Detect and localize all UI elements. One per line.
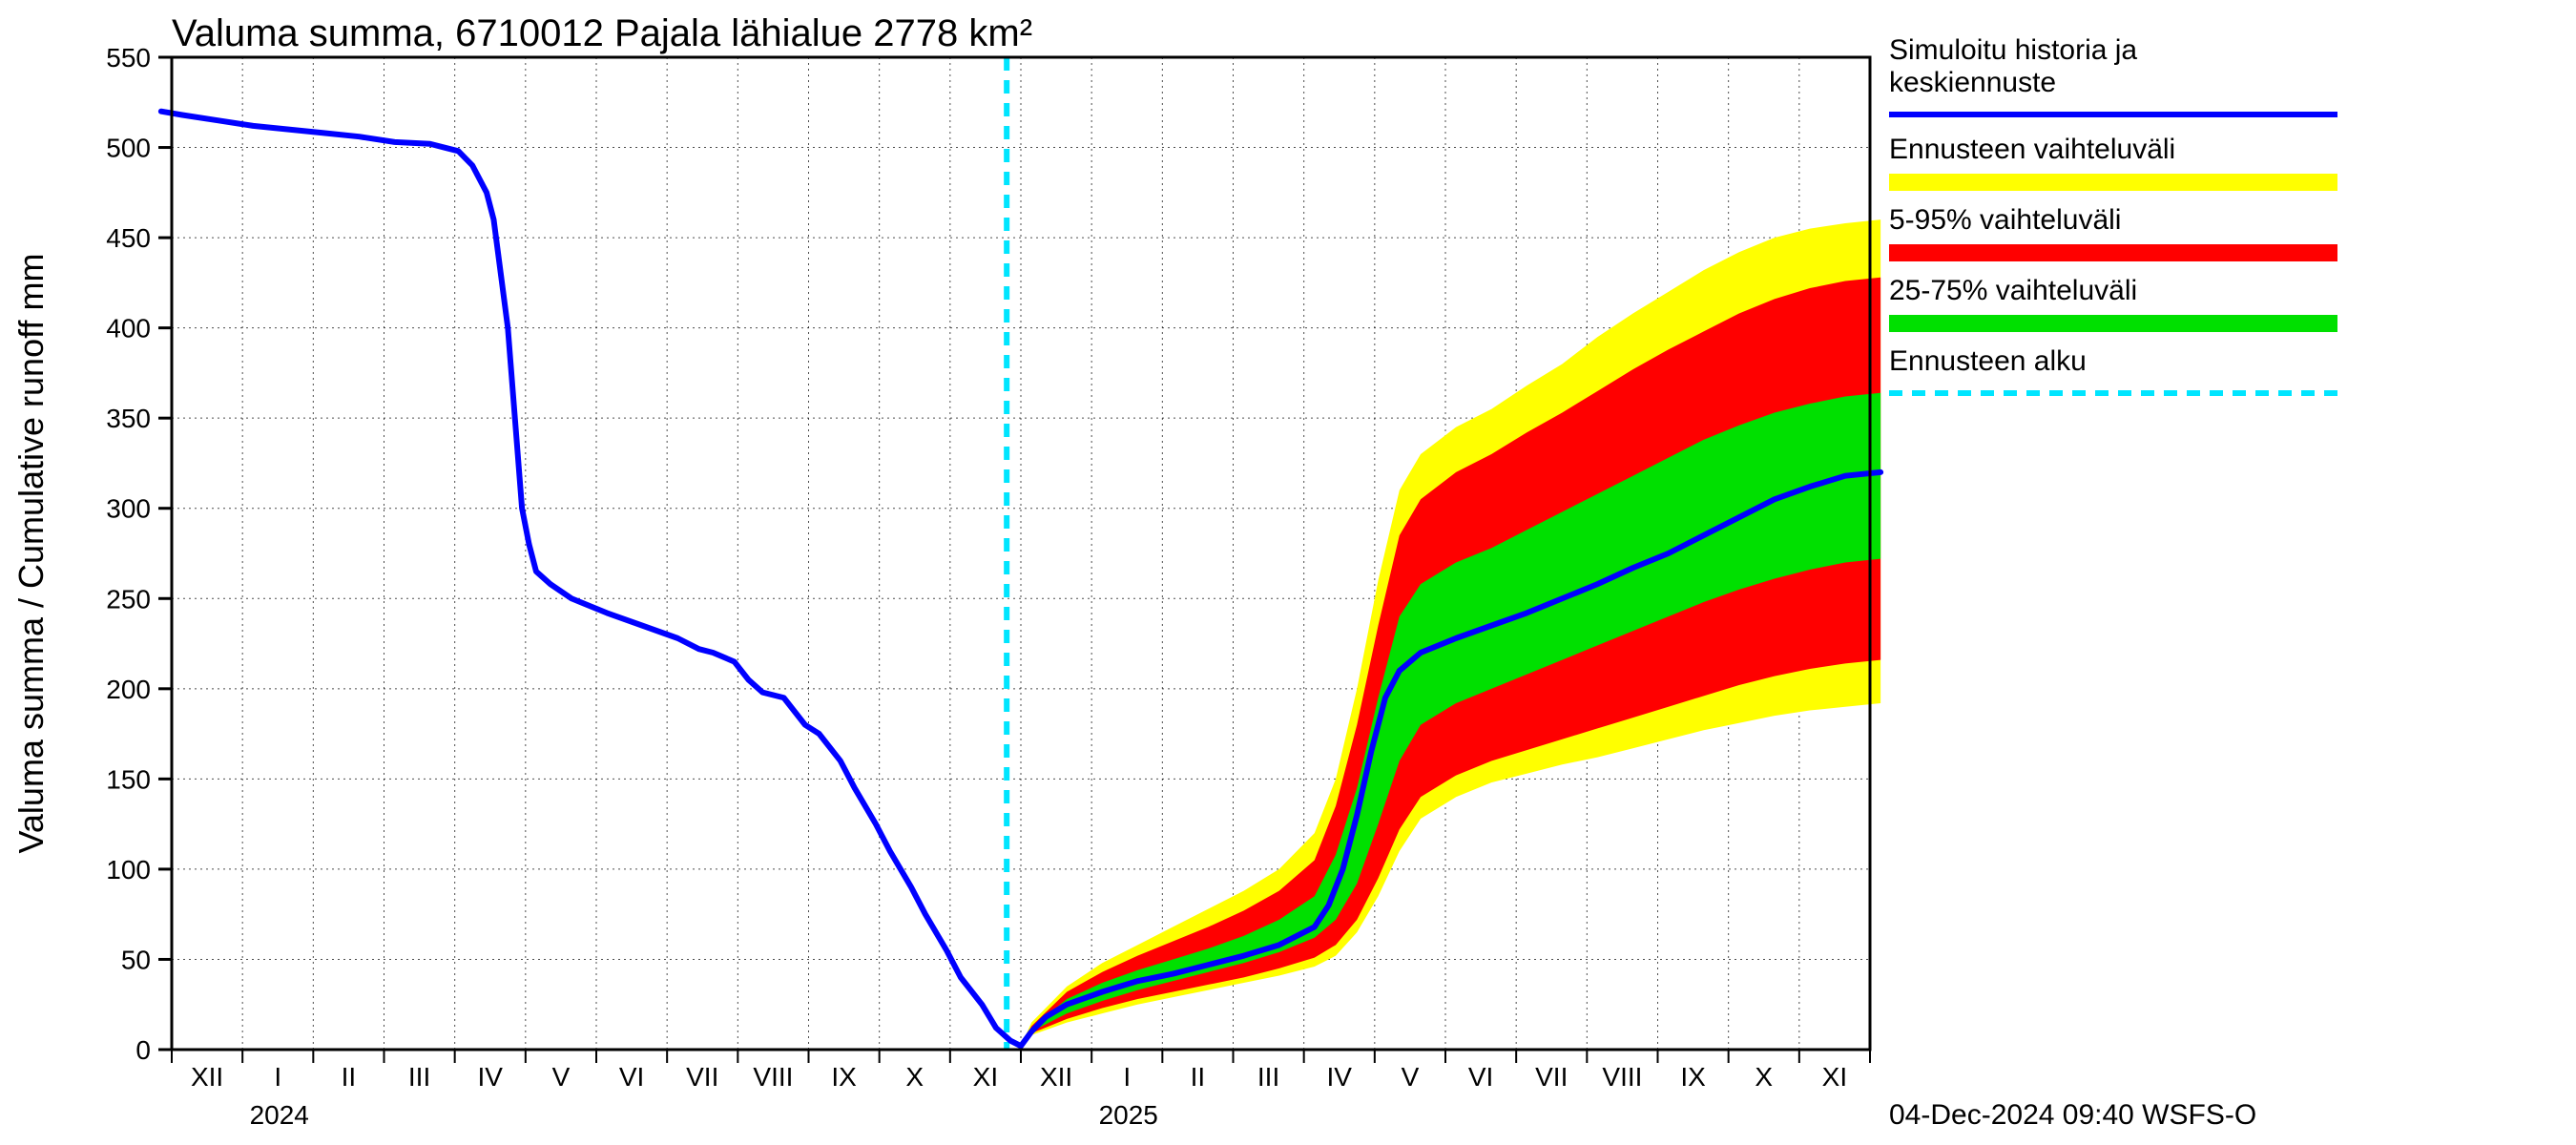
x-tick-label: X: [905, 1062, 924, 1092]
x-tick-label: XI: [1822, 1062, 1847, 1092]
legend-swatch: [1889, 244, 2337, 261]
x-tick-label: VIII: [1602, 1062, 1642, 1092]
x-year-label: 2024: [250, 1100, 309, 1130]
y-tick-label: 0: [135, 1035, 151, 1065]
x-tick-label: III: [1257, 1062, 1279, 1092]
x-tick-label: VIII: [753, 1062, 793, 1092]
legend-label: Simuloitu historia ja: [1889, 34, 2137, 66]
y-tick-label: 400: [106, 314, 151, 344]
x-tick-label: VII: [686, 1062, 718, 1092]
y-tick-label: 150: [106, 764, 151, 794]
x-tick-label: VI: [1468, 1062, 1493, 1092]
legend-label: 25-75% vaihteluväli: [1889, 275, 2137, 306]
x-tick-label: III: [408, 1062, 430, 1092]
legend-label: Ennusteen alku: [1889, 345, 2087, 377]
x-tick-label: V: [1402, 1062, 1420, 1092]
x-tick-label: IX: [1680, 1062, 1706, 1092]
x-tick-label: VII: [1535, 1062, 1568, 1092]
y-tick-label: 200: [106, 675, 151, 704]
y-tick-label: 50: [121, 945, 151, 974]
runoff-chart: 050100150200250300350400450500550XIIIIII…: [0, 0, 2576, 1145]
y-tick-label: 250: [106, 584, 151, 614]
x-tick-label: XI: [973, 1062, 998, 1092]
y-tick-label: 450: [106, 223, 151, 253]
x-year-label: 2025: [1099, 1100, 1158, 1130]
legend-label: keskiennuste: [1889, 67, 2056, 98]
x-tick-label: XII: [1040, 1062, 1072, 1092]
x-tick-label: I: [1123, 1062, 1131, 1092]
legend-swatch: [1889, 174, 2337, 191]
y-axis-label: Valuma summa / Cumulative runoff mm: [11, 254, 51, 854]
x-tick-label: II: [1191, 1062, 1206, 1092]
x-tick-label: II: [342, 1062, 357, 1092]
x-tick-label: IV: [1327, 1062, 1353, 1092]
chart-footer: 04-Dec-2024 09:40 WSFS-O: [1889, 1099, 2256, 1131]
chart-title: Valuma summa, 6710012 Pajala lähialue 27…: [172, 12, 1032, 54]
y-tick-label: 350: [106, 404, 151, 433]
y-tick-label: 300: [106, 494, 151, 524]
x-tick-label: X: [1755, 1062, 1773, 1092]
chart-container: 050100150200250300350400450500550XIIIIII…: [0, 0, 2576, 1145]
legend-label: 5-95% vaihteluväli: [1889, 204, 2121, 236]
y-tick-label: 100: [106, 855, 151, 885]
y-tick-label: 500: [106, 134, 151, 163]
x-tick-label: IV: [478, 1062, 504, 1092]
x-tick-label: I: [274, 1062, 281, 1092]
legend-swatch: [1889, 315, 2337, 332]
x-tick-label: V: [552, 1062, 571, 1092]
x-tick-label: VI: [619, 1062, 644, 1092]
y-tick-label: 550: [106, 43, 151, 73]
x-tick-label: XII: [191, 1062, 223, 1092]
x-tick-label: IX: [831, 1062, 857, 1092]
legend-label: Ennusteen vaihteluväli: [1889, 134, 2175, 165]
